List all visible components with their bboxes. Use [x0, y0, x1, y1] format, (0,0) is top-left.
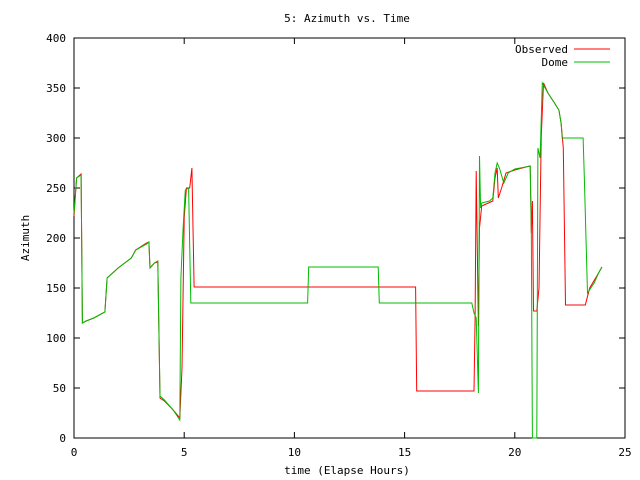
y-tick-label: 0 [59, 432, 66, 445]
y-tick-label: 250 [46, 182, 66, 195]
x-tick-label: 15 [398, 446, 411, 459]
x-tick-label: 10 [288, 446, 301, 459]
chart-title: 5: Azimuth vs. Time [284, 12, 410, 25]
x-tick-label: 0 [71, 446, 78, 459]
y-tick-label: 350 [46, 82, 66, 95]
y-tick-label: 200 [46, 232, 66, 245]
y-tick-label: 150 [46, 282, 66, 295]
series-line-dome [73, 81, 603, 439]
y-tick-label: 50 [53, 382, 66, 395]
series-layer [73, 81, 603, 439]
legend-label-dome: Dome [542, 56, 569, 69]
legend-label-observed: Observed [515, 43, 568, 56]
series-line-observed [73, 82, 603, 420]
x-tick-label: 20 [508, 446, 521, 459]
y-axis-label: Azimuth [19, 215, 32, 261]
x-axis-label: time (Elapse Hours) [284, 464, 410, 477]
y-tick-label: 100 [46, 332, 66, 345]
y-tick-label: 400 [46, 32, 66, 45]
y-tick-label: 300 [46, 132, 66, 145]
x-axis: 0 5 10 15 20 25 [71, 38, 632, 459]
x-tick-label: 25 [618, 446, 631, 459]
y-axis: 0 50 100 150 200 250 300 350 400 [46, 32, 625, 445]
x-tick-label: 5 [181, 446, 188, 459]
